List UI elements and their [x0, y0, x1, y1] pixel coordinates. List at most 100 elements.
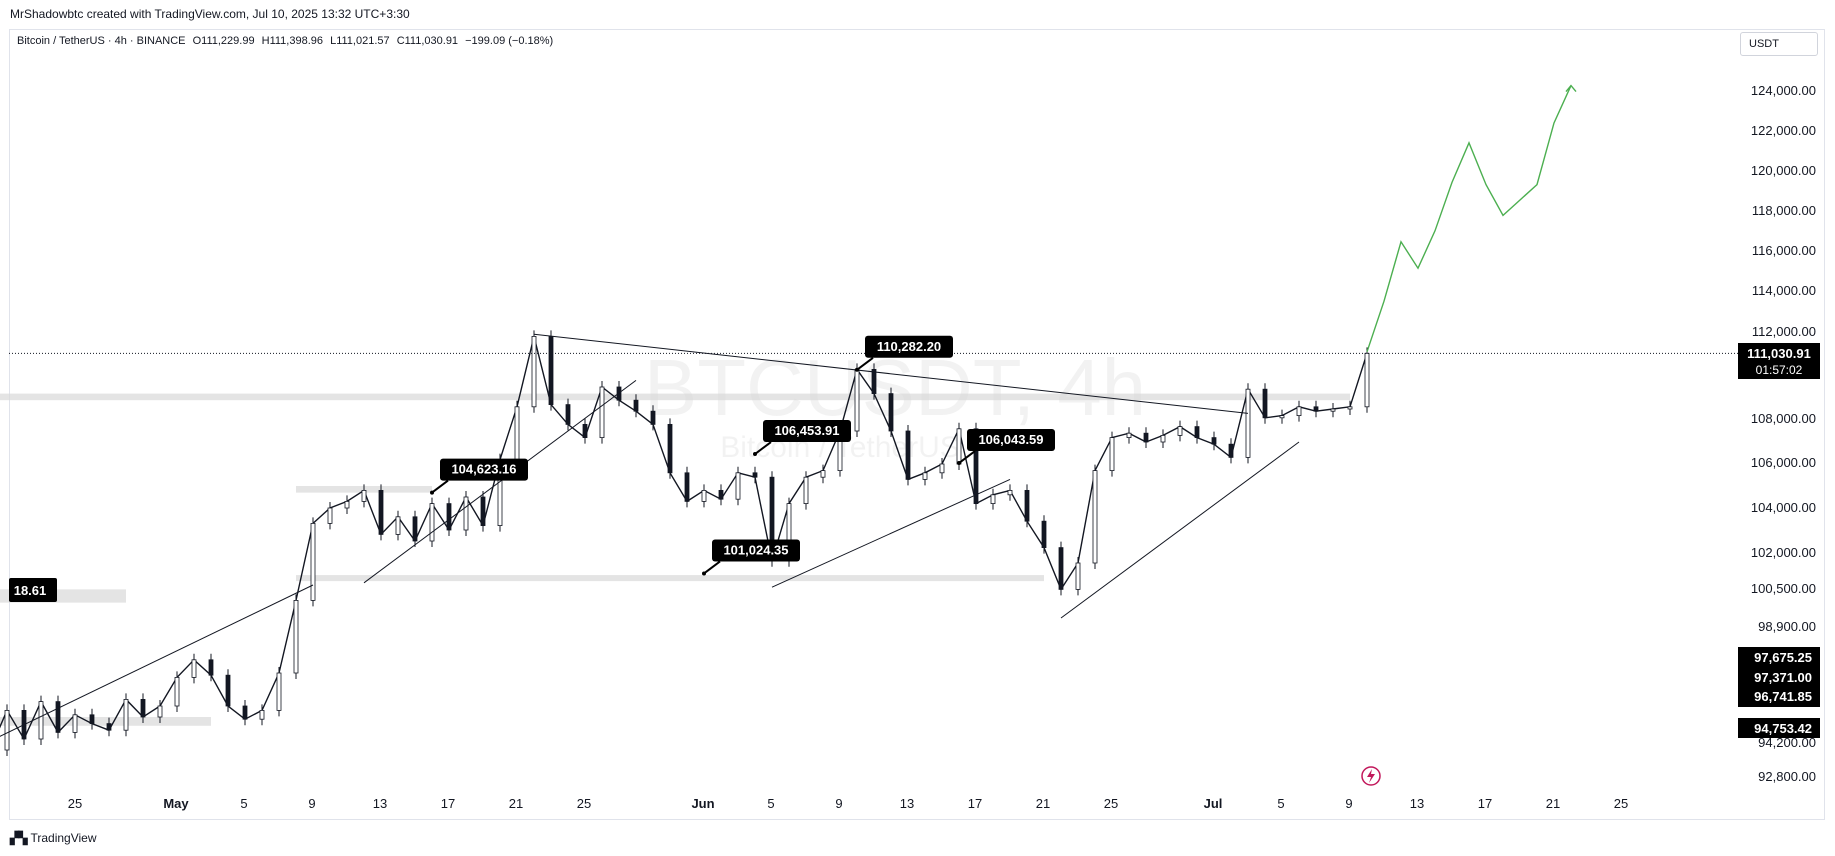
currency-button[interactable]: USDT: [1740, 32, 1818, 56]
projection-layer: [1366, 84, 1577, 353]
x-tick-label: 5: [767, 796, 774, 811]
open-value: O111,229.99: [192, 35, 255, 47]
candle-body: [905, 430, 911, 480]
x-tick-label: 9: [835, 796, 842, 811]
symbol-title[interactable]: Bitcoin / TetherUS · 4h · BINANCE: [17, 35, 186, 47]
candle-body: [174, 677, 180, 707]
candle-body: [55, 701, 61, 733]
y-axis[interactable]: 124,000.00 122,000.00 120,000.00 118,000.00…: [1751, 83, 1816, 784]
y-tick-label: 94,200.00: [1758, 735, 1816, 750]
candle-body: [157, 705, 163, 718]
high-value: H111,398.96: [261, 35, 324, 47]
candle-body: [1194, 426, 1200, 439]
candle-body: [429, 503, 435, 542]
candle-body: [72, 714, 78, 733]
annotation-label: 110,282.20: [877, 339, 941, 354]
chart-frame: [9, 29, 1825, 820]
annotation-pointer: [703, 560, 721, 575]
candle-body: [89, 714, 95, 724]
candle-body: [854, 368, 860, 432]
watermark-symbol: BTCUSDT, 4h: [644, 343, 1146, 432]
price-layer: [0, 330, 1370, 756]
supply-demand-zone: [0, 393, 1350, 401]
x-tick-label: May: [163, 796, 189, 811]
x-tick-label: 25: [577, 796, 591, 811]
candle-body: [888, 393, 894, 432]
symbol-legend: Bitcoin / TetherUS · 4h · BINANCE O111,2…: [17, 35, 557, 47]
candle-body: [463, 496, 469, 531]
current-price-value: 111,030.91: [1747, 346, 1811, 361]
candle-body: [820, 470, 826, 478]
x-tick-label: 25: [1614, 796, 1628, 811]
y-tick-label: 92,800.00: [1758, 769, 1816, 784]
candle-body: [871, 368, 877, 394]
left-edge-box: [9, 578, 57, 602]
x-tick-label: 25: [1104, 796, 1118, 811]
projection-arrowhead: [1565, 84, 1577, 93]
x-tick-label: 25: [68, 796, 82, 811]
annotation-label: 106,043.59: [978, 432, 1043, 447]
annotation-box: [712, 539, 800, 562]
candle-body: [1211, 437, 1217, 445]
candle-body: [1007, 489, 1013, 496]
candle-body: [1245, 388, 1251, 458]
y-tick-label: 124,000.00: [1751, 83, 1816, 98]
x-tick-label: 5: [240, 796, 247, 811]
annotation-dot: [855, 367, 859, 372]
x-tick-label: 17: [441, 796, 455, 811]
flash-icon[interactable]: [1361, 766, 1381, 786]
trendline: [363, 379, 637, 584]
annotation-box: [763, 420, 851, 443]
candle-body: [922, 472, 928, 480]
annotation-dot: [430, 490, 434, 495]
price-series-line: [0, 336, 1368, 741]
candle-body: [259, 710, 265, 720]
candle-body: [565, 404, 571, 425]
candle-body: [990, 494, 996, 504]
candle-body: [633, 399, 639, 412]
price-chart[interactable]: BTCUSDT, 4h Bitcoin / TetherUS 104,623.1…: [0, 0, 1835, 830]
current-price-box: [1738, 343, 1820, 379]
candle-body: [1177, 426, 1183, 436]
annotation-dot: [957, 461, 961, 466]
x-tick-label: Jun: [691, 796, 714, 811]
x-tick-label: 13: [373, 796, 387, 811]
y-tick-label: 116,000.00: [1752, 243, 1816, 258]
price-labels-layer: 111,030.91 01:57:02 97,675.25 97,371.00 96,7…: [9, 343, 1820, 738]
candle-body: [1126, 432, 1132, 439]
y-tick-label: 118,000.00: [1752, 203, 1816, 218]
axis-price-label: 97,371.00: [1754, 670, 1812, 685]
x-tick-label: 9: [308, 796, 315, 811]
left-edge-label: 18.61: [14, 583, 47, 598]
trendline: [533, 333, 1249, 414]
candle-body: [327, 507, 333, 524]
candle-body: [378, 489, 384, 535]
candle-body: [1041, 520, 1047, 549]
axis-price-stack-box: [1738, 647, 1820, 707]
candle-body: [446, 503, 452, 531]
candle-body: [310, 523, 316, 601]
annotation-pointer: [958, 450, 976, 464]
axis-price-label: 96,741.85: [1754, 689, 1812, 704]
zones-layer: [0, 393, 1350, 726]
annotations-layer: 104,623.16 101,024.35 106,453.91 110,282.20…: [430, 335, 1055, 576]
candle-body: [752, 472, 758, 478]
candle-body: [123, 699, 129, 731]
trendline: [0, 584, 314, 737]
footer-brand[interactable]: ▞▚ TradingView: [10, 831, 97, 845]
candle-body: [38, 701, 44, 740]
candle-body: [4, 710, 10, 751]
x-tick-label: 17: [968, 796, 982, 811]
axis-price-label: 94,753.42: [1754, 721, 1812, 736]
candle-body: [106, 723, 112, 731]
candle-body: [1347, 406, 1353, 410]
x-axis[interactable]: 25 May 5 9 13 17 21 25 Jun 5 9 13 17 21 25 Jul 5 9 13 17 21 2…: [68, 796, 1628, 811]
x-tick-label: 13: [1410, 796, 1424, 811]
candle-body: [208, 659, 214, 676]
candle-body: [1296, 406, 1302, 416]
change-value: −199.09 (−0.18%): [465, 35, 554, 47]
x-tick-label: Jul: [1204, 796, 1223, 811]
x-tick-label: 21: [1546, 796, 1560, 811]
y-tick-label: 112,000.00: [1752, 324, 1816, 339]
candle-body: [803, 476, 809, 505]
